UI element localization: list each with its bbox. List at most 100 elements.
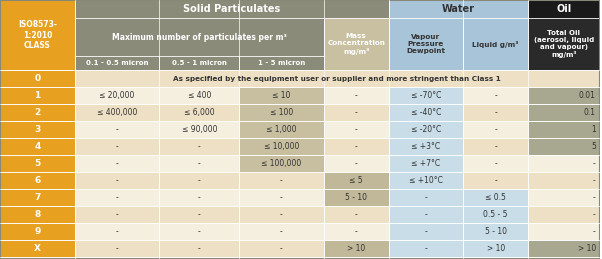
Text: ≤ +10°C: ≤ +10°C — [409, 176, 443, 185]
Bar — [464, 18, 528, 70]
Bar — [75, 87, 160, 104]
Bar — [75, 0, 388, 18]
Text: -: - — [494, 142, 497, 151]
Text: ≤ 90,000: ≤ 90,000 — [182, 125, 217, 134]
Bar — [239, 240, 324, 257]
Bar — [528, 206, 600, 223]
Text: > 10: > 10 — [577, 244, 596, 253]
Text: ≤ +3°C: ≤ +3°C — [411, 142, 441, 151]
Bar — [239, 121, 324, 138]
Text: -: - — [494, 125, 497, 134]
Bar — [75, 56, 160, 70]
Bar — [160, 121, 239, 138]
Bar — [75, 70, 600, 87]
Text: ≤ 400: ≤ 400 — [188, 91, 211, 100]
Text: 6: 6 — [34, 176, 40, 185]
Text: ≤ 6,000: ≤ 6,000 — [184, 108, 214, 117]
Bar — [75, 121, 160, 138]
Text: Maximum number of particulates per m³: Maximum number of particulates per m³ — [112, 32, 287, 41]
Bar — [324, 121, 388, 138]
Text: -: - — [116, 227, 119, 236]
Bar — [324, 104, 388, 121]
Text: -: - — [280, 227, 283, 236]
Text: 0.5 - 1 micron: 0.5 - 1 micron — [172, 60, 227, 66]
Text: ≤ 0.5: ≤ 0.5 — [485, 193, 506, 202]
Bar — [528, 121, 600, 138]
Bar — [528, 18, 600, 70]
Text: -: - — [280, 210, 283, 219]
Text: 0.1 - 0.5 micron: 0.1 - 0.5 micron — [86, 60, 148, 66]
Bar — [388, 172, 464, 189]
Bar — [324, 18, 388, 70]
Text: -: - — [116, 193, 119, 202]
Text: Liquid g/m³: Liquid g/m³ — [473, 40, 519, 47]
Bar — [239, 189, 324, 206]
Text: Solid Particulates: Solid Particulates — [183, 4, 281, 14]
Text: 5 - 10: 5 - 10 — [345, 193, 367, 202]
Text: -: - — [198, 227, 200, 236]
Bar — [160, 138, 239, 155]
Text: -: - — [280, 176, 283, 185]
Text: 1 - 5 micron: 1 - 5 micron — [258, 60, 305, 66]
Text: Oil: Oil — [556, 4, 571, 14]
Bar — [160, 172, 239, 189]
Text: ≤ -20°C: ≤ -20°C — [411, 125, 441, 134]
Bar — [75, 138, 160, 155]
Text: As specified by the equipment user or supplier and more stringent than Class 1: As specified by the equipment user or su… — [173, 76, 501, 82]
Text: -: - — [280, 244, 283, 253]
Bar — [239, 206, 324, 223]
Bar — [239, 223, 324, 240]
Text: 7: 7 — [34, 193, 40, 202]
Text: ≤ 20,000: ≤ 20,000 — [99, 91, 135, 100]
Text: > 10: > 10 — [347, 244, 365, 253]
Bar — [0, 0, 75, 70]
Bar — [75, 189, 160, 206]
Bar — [324, 172, 388, 189]
Bar — [388, 206, 464, 223]
Text: 5 - 10: 5 - 10 — [485, 227, 507, 236]
Bar — [239, 138, 324, 155]
Text: 9: 9 — [34, 227, 40, 236]
Text: 0.1: 0.1 — [584, 108, 596, 117]
Bar — [324, 87, 388, 104]
Bar — [388, 189, 464, 206]
Bar — [464, 104, 528, 121]
Text: -: - — [198, 210, 200, 219]
Text: 1: 1 — [34, 91, 40, 100]
Bar — [0, 104, 75, 121]
Text: ≤ -40°C: ≤ -40°C — [411, 108, 441, 117]
Text: ≤ +7°C: ≤ +7°C — [411, 159, 441, 168]
Text: Vapour
Pressure
Dewpoint: Vapour Pressure Dewpoint — [406, 34, 445, 54]
Bar — [464, 155, 528, 172]
Text: ≤ 100,000: ≤ 100,000 — [261, 159, 302, 168]
Text: 5: 5 — [591, 142, 596, 151]
Text: -: - — [494, 176, 497, 185]
Bar — [324, 223, 388, 240]
Bar — [160, 206, 239, 223]
Bar — [464, 87, 528, 104]
Text: > 10: > 10 — [486, 244, 505, 253]
Bar — [75, 240, 160, 257]
Text: ≤ 100: ≤ 100 — [270, 108, 293, 117]
Bar — [528, 155, 600, 172]
Bar — [388, 104, 464, 121]
Text: 5: 5 — [34, 159, 40, 168]
Bar — [324, 138, 388, 155]
Bar — [528, 87, 600, 104]
Text: -: - — [355, 108, 358, 117]
Bar — [464, 240, 528, 257]
Bar — [388, 87, 464, 104]
Bar — [75, 18, 324, 56]
Text: 2: 2 — [34, 108, 40, 117]
Bar — [528, 0, 600, 18]
Text: -: - — [355, 125, 358, 134]
Bar — [0, 155, 75, 172]
Bar — [239, 56, 324, 70]
Text: ≤ 10,000: ≤ 10,000 — [264, 142, 299, 151]
Text: -: - — [494, 159, 497, 168]
Text: -: - — [116, 176, 119, 185]
Bar — [388, 138, 464, 155]
Bar — [160, 223, 239, 240]
Text: -: - — [593, 193, 596, 202]
Text: 1: 1 — [591, 125, 596, 134]
